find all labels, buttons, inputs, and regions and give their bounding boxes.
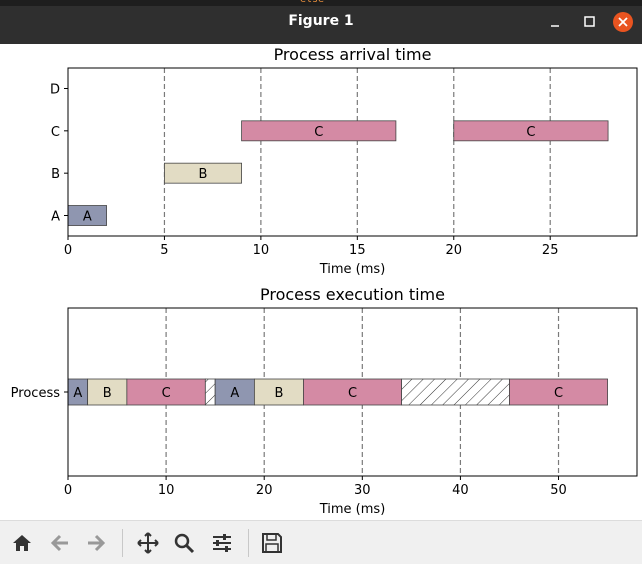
chart1-bar-label: A xyxy=(83,210,92,225)
close-icon[interactable] xyxy=(613,12,633,32)
chart1-xtick-label: 20 xyxy=(445,243,462,258)
chart1-ytick-label: A xyxy=(51,210,60,225)
chart2-xlabel: Time (ms) xyxy=(319,502,386,517)
chart1-ytick-label: B xyxy=(51,167,60,182)
matplotlib-toolbar xyxy=(0,520,642,564)
chart2-bar-label: C xyxy=(348,386,357,401)
chart2-xtick-label: 0 xyxy=(64,483,72,498)
chart1-xlabel: Time (ms) xyxy=(319,262,386,277)
toolbar-separator xyxy=(122,529,123,557)
chart2-bar-B xyxy=(253,378,304,406)
figure-canvas: Process arrival time A B C C 0 5 10 15 20 25 A B C D Ti… xyxy=(0,44,642,520)
chart1-bar-C xyxy=(453,120,609,142)
chart2-xtick-label: 50 xyxy=(550,483,567,498)
chart1-xtick-label: 15 xyxy=(349,243,366,258)
chart2-xtick-label: 40 xyxy=(452,483,469,498)
code-fragment: else xyxy=(300,0,324,5)
chart1-xtick-label: 10 xyxy=(253,243,270,258)
chart2-bar-C xyxy=(509,378,608,406)
chart2-bar-B xyxy=(87,378,128,406)
forward-arrow-icon[interactable] xyxy=(82,529,110,557)
chart1-bar-C xyxy=(241,120,397,142)
chart1-bar-label: C xyxy=(314,125,323,140)
zoom-icon[interactable] xyxy=(170,529,198,557)
chart2-bar-label: A xyxy=(230,386,239,401)
chart1-xtick-label: 0 xyxy=(64,243,72,258)
chart2-xtick-label: 20 xyxy=(256,483,273,498)
chart2-bar-label: C xyxy=(554,386,563,401)
chart1-bar-B xyxy=(164,162,242,184)
configure-subplots-icon[interactable] xyxy=(208,529,236,557)
chart1-axes-frame xyxy=(67,67,638,237)
chart2-xtick-label: 30 xyxy=(354,483,371,498)
save-icon[interactable] xyxy=(258,529,286,557)
maximize-icon[interactable] xyxy=(580,12,600,32)
pan-icon[interactable] xyxy=(134,529,162,557)
chart2-xtick-label: 10 xyxy=(158,483,175,498)
chart1-ytick-label: D xyxy=(50,82,60,97)
chart2-ytick-label: Process xyxy=(11,386,61,401)
chart2-title: Process execution time xyxy=(260,285,445,304)
editor-strip: else xyxy=(0,0,642,6)
figure-svg: Process arrival time A B C C 0 5 10 15 20 25 A B C D Ti… xyxy=(11,45,638,517)
chart2-bar-label: B xyxy=(103,386,112,401)
minimize-icon[interactable] xyxy=(546,12,566,32)
chart2-bar-C xyxy=(303,378,402,406)
chart1-ytick-label: C xyxy=(51,125,60,140)
chart1-bar-label: C xyxy=(526,125,535,140)
chart2-bar-idle xyxy=(401,378,510,406)
chart1-xtick-label: 5 xyxy=(160,243,168,258)
chart2-bar-idle xyxy=(204,378,216,406)
toolbar-separator xyxy=(248,529,249,557)
window-title: Figure 1 xyxy=(288,13,354,29)
chart2-bar-label: B xyxy=(274,386,283,401)
window-titlebar: else Figure 1 xyxy=(0,0,642,44)
chart2-bar-label: C xyxy=(162,386,171,401)
home-icon[interactable] xyxy=(8,529,36,557)
chart1-title: Process arrival time xyxy=(274,45,432,64)
chart2-bar-label: A xyxy=(73,386,82,401)
chart1-xtick-label: 25 xyxy=(542,243,559,258)
chart1-bar-label: B xyxy=(199,167,208,182)
back-arrow-icon[interactable] xyxy=(46,529,74,557)
